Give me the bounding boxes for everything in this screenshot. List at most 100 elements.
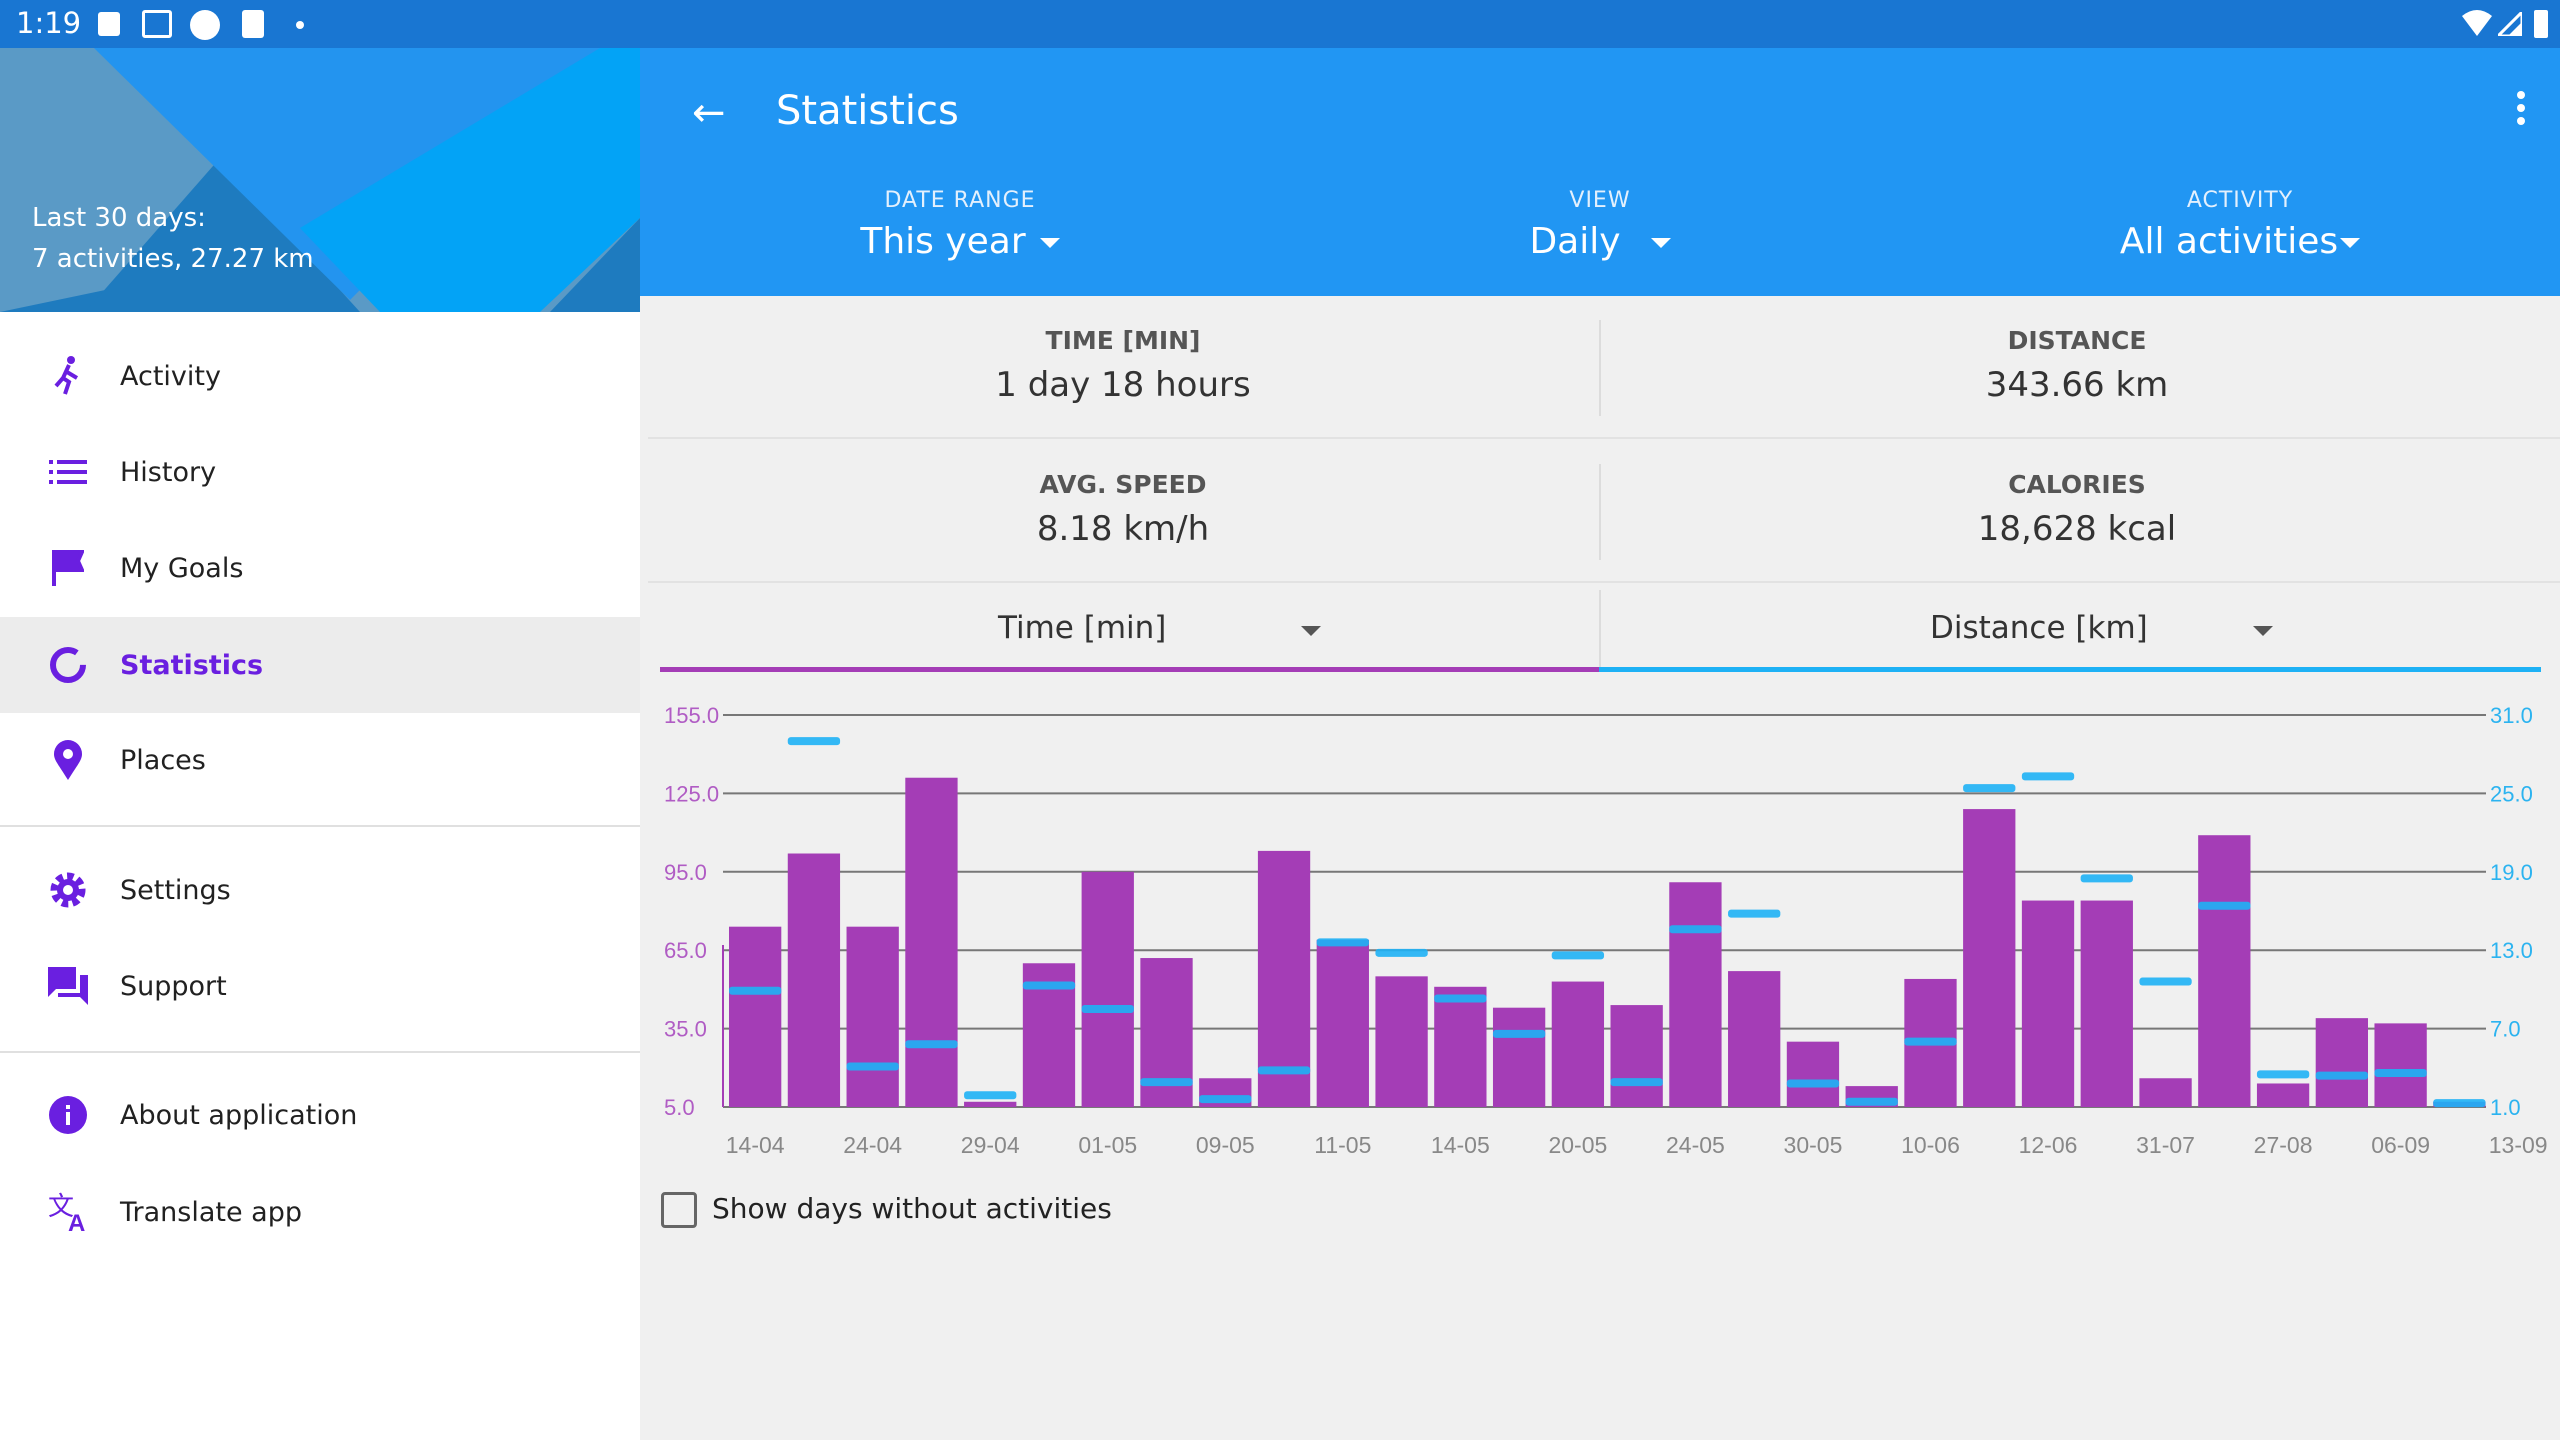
show-days-checkbox[interactable] bbox=[661, 1192, 697, 1228]
more-options-icon[interactable] bbox=[2516, 90, 2526, 126]
y-left-tick-label: 5.0 bbox=[664, 1095, 695, 1120]
back-arrow-icon[interactable]: ← bbox=[692, 90, 726, 136]
marker-distance bbox=[846, 1062, 899, 1071]
right-series-underline bbox=[1599, 667, 2541, 672]
sidebar-item-history[interactable]: History bbox=[0, 424, 640, 520]
bar-time bbox=[1963, 809, 2016, 1107]
bar-time bbox=[1434, 986, 1487, 1107]
app-toolbar: ← Statistics DATE RANGE This year VIEW Dai… bbox=[640, 48, 2560, 296]
stat-value: 343.66 km bbox=[1985, 365, 2169, 405]
svg-text:A: A bbox=[68, 1210, 85, 1233]
show-days-label: Show days without activities bbox=[712, 1192, 1112, 1225]
list-icon bbox=[48, 452, 88, 492]
y-left-tick-label: 125.0 bbox=[664, 781, 719, 806]
status-time: 1:19 bbox=[16, 6, 82, 40]
sidebar-item-translate[interactable]: 文 A Translate app bbox=[0, 1164, 640, 1260]
marker-distance bbox=[1845, 1097, 1898, 1106]
x-tick-label: 30-05 bbox=[1784, 1132, 1843, 1158]
marker-distance bbox=[2139, 977, 2192, 986]
x-tick-label: 06-09 bbox=[2371, 1132, 2430, 1158]
view-label: VIEW bbox=[1569, 188, 1631, 213]
marker-distance bbox=[1963, 784, 2016, 793]
marker-distance bbox=[1904, 1037, 1957, 1046]
x-tick-label: 27-08 bbox=[2254, 1132, 2313, 1158]
app-notification-icon bbox=[190, 10, 220, 40]
divider bbox=[1599, 320, 1601, 416]
sidebar-item-my-goals[interactable]: My Goals bbox=[0, 520, 640, 616]
marker-distance bbox=[1669, 925, 1722, 934]
bar-time bbox=[1610, 1005, 1663, 1107]
more-notifications-dot-icon bbox=[296, 21, 304, 29]
caret-down-icon bbox=[2253, 626, 2273, 636]
stat-value: 1 day 18 hours bbox=[995, 365, 1251, 405]
battery-icon bbox=[2534, 10, 2548, 38]
y-left-tick-label: 95.0 bbox=[664, 860, 707, 885]
chat-icon bbox=[48, 966, 88, 1006]
bar-time bbox=[846, 926, 899, 1107]
sd-card-icon bbox=[242, 10, 264, 38]
left-series-underline bbox=[660, 667, 1599, 672]
divider bbox=[0, 825, 640, 827]
x-tick-label: 13-09 bbox=[2489, 1132, 2548, 1158]
sidebar-item-statistics[interactable]: Statistics bbox=[0, 617, 640, 713]
stat-label: AVG. SPEED bbox=[1039, 470, 1207, 499]
x-tick-label: 14-05 bbox=[1431, 1132, 1490, 1158]
date-range-dropdown[interactable]: DATE RANGE This year bbox=[710, 188, 1210, 262]
marker-distance bbox=[1492, 1029, 1546, 1038]
x-tick-label: 01-05 bbox=[1078, 1132, 1137, 1158]
statistics-chart: 5.0 35.0 65.0 95.0 125.0 155.0 1.0 7.0 13.0 19.0 2… bbox=[664, 703, 2548, 1158]
stat-time: TIME [MIN] 1 day 18 hours bbox=[648, 326, 1598, 405]
bar-time bbox=[2080, 900, 2133, 1107]
sidebar-item-label: Support bbox=[120, 970, 227, 1002]
running-icon bbox=[48, 356, 88, 396]
y-right-tick-label: 13.0 bbox=[2490, 938, 2533, 963]
sidebar-item-label: Translate app bbox=[120, 1196, 302, 1228]
drawer-header: Last 30 days: 7 activities, 27.27 km bbox=[0, 48, 640, 312]
sidebar-item-about[interactable]: About application bbox=[0, 1067, 640, 1163]
divider bbox=[648, 581, 2560, 583]
activity-dropdown[interactable]: ACTIVITY All activities bbox=[1990, 188, 2490, 262]
sidebar-item-places[interactable]: Places bbox=[0, 712, 640, 808]
bar-time bbox=[2256, 1083, 2310, 1107]
y-right-tick-label: 25.0 bbox=[2490, 781, 2533, 806]
y-left-tick-label: 155.0 bbox=[664, 703, 719, 728]
sidebar-item-label: Places bbox=[120, 744, 206, 776]
x-tick-label: 14-04 bbox=[726, 1132, 785, 1158]
y-right-tick-label: 19.0 bbox=[2490, 860, 2533, 885]
bar-time bbox=[1669, 882, 1722, 1107]
wifi-icon bbox=[2462, 10, 2492, 36]
sidebar-item-settings[interactable]: Settings bbox=[0, 842, 640, 938]
marker-distance bbox=[1257, 1066, 1311, 1075]
marker-distance bbox=[2198, 901, 2251, 910]
y-left-tick-label: 35.0 bbox=[664, 1017, 707, 1042]
x-tick-label: 20-05 bbox=[1548, 1132, 1607, 1158]
summary-totals: 7 activities, 27.27 km bbox=[32, 244, 314, 274]
sidebar-item-support[interactable]: Support bbox=[0, 938, 640, 1034]
marker-distance bbox=[1551, 951, 1605, 960]
sidebar-item-label: History bbox=[120, 456, 217, 488]
date-range-label: DATE RANGE bbox=[884, 188, 1036, 213]
donut-chart-icon bbox=[48, 645, 88, 685]
marker-distance bbox=[1728, 909, 1781, 918]
x-tick-label: 31-07 bbox=[2136, 1132, 2195, 1158]
sidebar-item-activity[interactable]: Activity bbox=[0, 328, 640, 424]
marker-distance bbox=[1434, 994, 1487, 1003]
bar-time bbox=[2315, 1018, 2369, 1107]
marker-distance bbox=[2256, 1070, 2310, 1079]
bar-time bbox=[2021, 900, 2075, 1107]
marker-distance bbox=[787, 737, 841, 746]
marker-distance bbox=[1022, 981, 1076, 990]
marker-distance bbox=[1786, 1079, 1840, 1088]
location-pin-icon bbox=[48, 740, 88, 780]
y-right-tick-label: 7.0 bbox=[2490, 1017, 2521, 1042]
stat-value: 18,628 kcal bbox=[1977, 509, 2177, 549]
sidebar-item-label: Activity bbox=[120, 360, 221, 392]
x-tick-label: 24-05 bbox=[1666, 1132, 1725, 1158]
x-tick-label: 10-06 bbox=[1901, 1132, 1960, 1158]
stat-calories: CALORIES 18,628 kcal bbox=[1602, 470, 2552, 549]
bar-time bbox=[964, 1101, 1017, 1107]
marker-distance bbox=[1140, 1078, 1193, 1087]
y-right-tick-label: 1.0 bbox=[2490, 1095, 2521, 1120]
view-dropdown[interactable]: VIEW Daily bbox=[1350, 188, 1850, 262]
